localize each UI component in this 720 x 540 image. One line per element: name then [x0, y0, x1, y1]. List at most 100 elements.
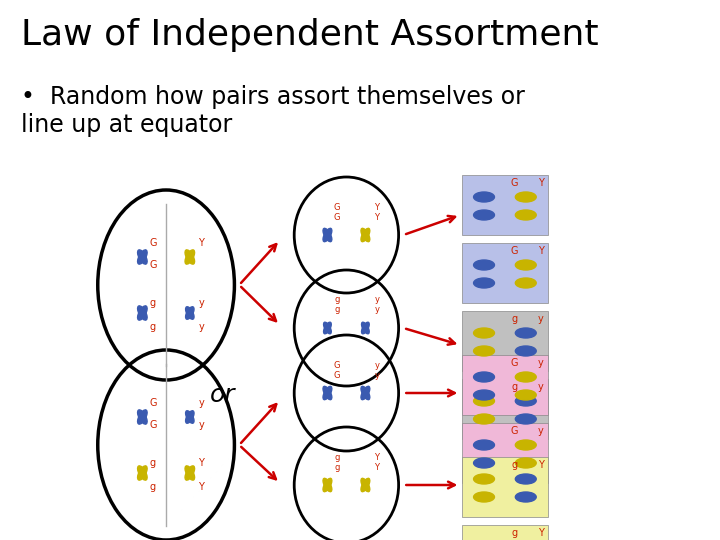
Text: g: g [511, 528, 518, 538]
Ellipse shape [361, 478, 370, 492]
Ellipse shape [474, 328, 495, 338]
Text: g: g [511, 382, 518, 392]
Ellipse shape [138, 466, 147, 480]
Ellipse shape [138, 466, 147, 480]
Text: g: g [511, 460, 518, 470]
Ellipse shape [474, 492, 495, 502]
Ellipse shape [186, 411, 194, 423]
Text: Y: Y [374, 462, 379, 471]
Text: Y: Y [538, 178, 544, 188]
Ellipse shape [186, 307, 194, 319]
Ellipse shape [186, 307, 194, 319]
Ellipse shape [516, 278, 536, 288]
Text: y: y [198, 298, 204, 308]
Ellipse shape [474, 192, 495, 202]
Text: Y: Y [374, 213, 379, 221]
Ellipse shape [516, 458, 536, 468]
Text: G: G [333, 213, 340, 221]
Ellipse shape [138, 306, 147, 320]
Ellipse shape [185, 466, 194, 480]
Ellipse shape [361, 386, 370, 400]
Text: y: y [198, 398, 204, 408]
Ellipse shape [474, 346, 495, 356]
Bar [462, 457, 548, 517]
Text: g: g [334, 453, 340, 462]
Text: G: G [149, 420, 156, 430]
Ellipse shape [474, 396, 495, 406]
Text: Y: Y [198, 238, 204, 248]
Ellipse shape [138, 306, 147, 320]
Ellipse shape [516, 192, 536, 202]
Ellipse shape [516, 210, 536, 220]
Text: G: G [510, 426, 518, 436]
Text: g: g [150, 298, 156, 308]
Ellipse shape [474, 210, 495, 220]
Bar [462, 355, 548, 415]
Text: g: g [150, 482, 156, 492]
Ellipse shape [323, 228, 332, 242]
Ellipse shape [323, 478, 332, 492]
Ellipse shape [516, 492, 536, 502]
Bar [462, 423, 548, 483]
Bar [462, 379, 548, 439]
Ellipse shape [474, 474, 495, 484]
Ellipse shape [474, 372, 495, 382]
Ellipse shape [186, 411, 194, 423]
Ellipse shape [138, 250, 147, 264]
Ellipse shape [361, 386, 370, 400]
Ellipse shape [474, 458, 495, 468]
Text: Y: Y [374, 202, 379, 212]
Text: G: G [333, 202, 340, 212]
Bar [462, 175, 548, 235]
Ellipse shape [185, 250, 194, 264]
Text: y: y [538, 426, 544, 436]
Bar [462, 525, 548, 540]
Text: Y: Y [538, 528, 544, 538]
Ellipse shape [516, 440, 536, 450]
Ellipse shape [474, 414, 495, 424]
Text: G: G [510, 246, 518, 256]
Text: y: y [374, 306, 379, 314]
Text: Y: Y [538, 460, 544, 470]
Ellipse shape [516, 390, 536, 400]
Text: y: y [198, 322, 204, 332]
Bar [462, 243, 548, 303]
Ellipse shape [323, 322, 331, 334]
Text: g: g [150, 458, 156, 468]
Ellipse shape [323, 228, 332, 242]
Text: G: G [149, 398, 156, 408]
Text: Y: Y [374, 453, 379, 462]
Text: Law of Independent Assortment: Law of Independent Assortment [21, 18, 598, 52]
Text: Y: Y [538, 246, 544, 256]
Text: G: G [510, 358, 518, 368]
Ellipse shape [516, 346, 536, 356]
Text: y: y [538, 358, 544, 368]
Text: y: y [374, 361, 379, 369]
Ellipse shape [138, 250, 147, 264]
Text: G: G [510, 178, 518, 188]
Bar [462, 311, 548, 371]
Text: Y: Y [198, 482, 204, 492]
Ellipse shape [361, 322, 369, 334]
Text: G: G [149, 238, 156, 248]
Ellipse shape [323, 386, 332, 400]
Text: y: y [198, 420, 204, 430]
Text: y: y [538, 314, 544, 324]
Text: •  Random how pairs assort themselves or
line up at equator: • Random how pairs assort themselves or … [21, 85, 525, 137]
Ellipse shape [474, 278, 495, 288]
Ellipse shape [516, 328, 536, 338]
Text: or: or [210, 383, 235, 407]
Ellipse shape [361, 322, 369, 334]
Ellipse shape [361, 478, 370, 492]
Ellipse shape [474, 440, 495, 450]
Ellipse shape [323, 386, 332, 400]
Ellipse shape [138, 410, 147, 424]
Ellipse shape [361, 228, 370, 242]
Ellipse shape [323, 478, 332, 492]
Ellipse shape [474, 260, 495, 270]
Ellipse shape [516, 372, 536, 382]
Text: g: g [334, 462, 340, 471]
Text: g: g [334, 295, 340, 305]
Ellipse shape [516, 474, 536, 484]
Ellipse shape [138, 410, 147, 424]
